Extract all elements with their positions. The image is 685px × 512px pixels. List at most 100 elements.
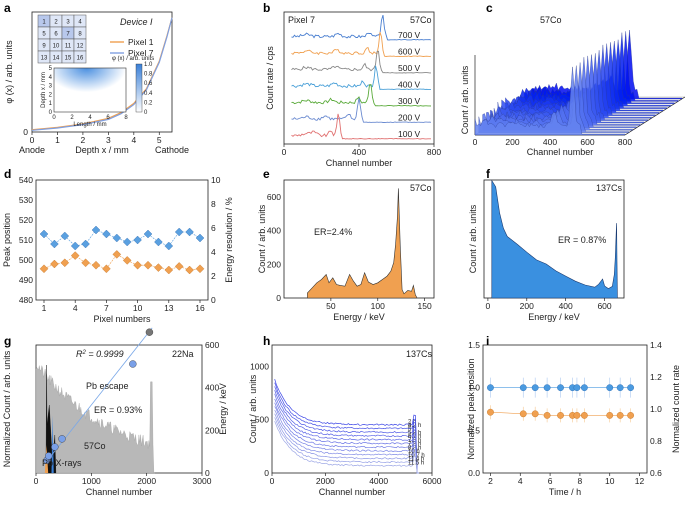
panel-a-title: Device I [120, 17, 153, 27]
panel-a-xtick: 4 [131, 135, 136, 145]
peak-position-marker [606, 384, 614, 392]
pixel-number: 4 [78, 20, 82, 26]
na-spectrum-area [35, 365, 155, 474]
panel-c-letter: c [486, 1, 493, 15]
pixel-number: 3 [66, 20, 70, 26]
colorbar-tick: 0 [144, 110, 148, 116]
pixel-number: 8 [78, 32, 82, 38]
panel-d-ytick-left: 500 [19, 255, 33, 265]
panel-a-xtick: 2 [81, 135, 86, 145]
panel-d-ytick-left: 490 [19, 275, 33, 285]
panel-e-xtick: 100 [371, 301, 385, 311]
time-spectrum-line [274, 406, 419, 474]
spectrum-line [291, 65, 431, 91]
peak-position-marker [487, 384, 494, 392]
panel-i-xtick: 12 [635, 476, 645, 486]
panel-a-xlabel: Depth x / mm [75, 145, 129, 155]
pixel-number: 14 [53, 56, 60, 62]
panel-g-xtick: 0 [34, 476, 39, 486]
panel-g-ytick-right: 600 [205, 340, 219, 350]
panel-g-ylabel: Normalized Count / arb. units [2, 350, 12, 467]
peak-position-marker [154, 237, 163, 247]
panel-h-ytick: 1000 [250, 361, 269, 371]
time-spectrum-line [274, 402, 419, 474]
time-spectrum-line [274, 413, 419, 474]
inset-ytick: 0 [49, 110, 53, 116]
panel-d-xtick: 7 [104, 303, 109, 313]
panel-a-ytick: 0 [23, 127, 28, 137]
pixel-number: 2 [54, 20, 58, 26]
pixel-number: 10 [53, 44, 60, 50]
pixel-number: 7 [66, 32, 70, 38]
waterfall-spectrum [474, 66, 626, 136]
panel-b-letter: b [263, 1, 270, 15]
energy-resolution-marker [164, 265, 174, 275]
energy-resolution-marker [185, 265, 194, 275]
panel-i-ytick-left: 1.5 [468, 340, 480, 350]
panel-d-xtick: 10 [133, 303, 143, 313]
count-rate-marker [557, 411, 564, 419]
panel-b-xlabel: Channel number [326, 158, 393, 168]
panel-e-xlabel: Energy / keV [333, 312, 385, 322]
panel-d-ytick-right: 2 [211, 271, 216, 281]
panel-e-ylabel: Count / arb. units [257, 204, 267, 273]
panel-d-ytick-left: 510 [19, 235, 33, 245]
inset-ytick: 5 [49, 66, 53, 72]
peak-position-marker [102, 229, 111, 239]
panel-i-frame [482, 344, 648, 474]
voltage-label: 500 V [398, 63, 421, 73]
calibration-point [45, 452, 53, 460]
inset-ylabel: Depth x / mm [41, 72, 47, 108]
panel-h-source: 137Cs [406, 349, 433, 359]
pb-xrays-label: Pb X-rays [42, 458, 82, 468]
panel-d-frame [35, 179, 209, 301]
panel-f-annotation: ER = 0.87% [558, 235, 606, 245]
count-rate-marker [519, 410, 527, 418]
panel-f-xtick: 0 [486, 301, 491, 311]
panel-d-ytick-right: 6 [211, 223, 216, 233]
panel-f-xlabel: Energy / keV [528, 312, 580, 322]
count-rate-marker [606, 411, 614, 419]
panel-b-xtick: 0 [282, 147, 287, 157]
count-rate-marker [627, 411, 634, 419]
count-rate-marker [487, 408, 494, 416]
panel-f-xtick: 200 [520, 301, 534, 311]
peak-position-marker [519, 384, 527, 392]
panel-f-xtick: 400 [559, 301, 573, 311]
panel-g-ylabel-right: Energy / keV [218, 383, 228, 435]
panel-g-ytick-right: 400 [205, 383, 219, 393]
peak-position-marker [81, 239, 90, 249]
time-spectrum-line [274, 393, 419, 474]
pixel-number: 12 [77, 44, 84, 50]
calibration-point [129, 360, 137, 368]
panel-i-ytick-right: 1.0 [650, 404, 662, 414]
anode-label: Anode [19, 145, 45, 155]
panel-a-ylabel: φ (x) / arb. units [4, 40, 14, 104]
pixel-cell [73, 50, 87, 64]
energy-resolution-marker [81, 258, 90, 268]
energy-resolution-marker [112, 250, 122, 259]
spectrum-line [291, 98, 432, 123]
panel-d-xtick: 4 [73, 303, 78, 313]
time-spectrum-line [274, 379, 419, 474]
energy-resolution-marker [133, 260, 142, 270]
panel-f-ylabel: Count / arb. units [468, 204, 478, 273]
panel-h-ylabel: Count / arb. units [248, 374, 258, 443]
panel-b-subtitle: Pixel 7 [288, 15, 315, 25]
panel-i-ytick-left: 0.5 [468, 425, 480, 435]
panel-d-ytick-right: 10 [211, 175, 221, 185]
panel-c-xtick: 600 [580, 137, 594, 147]
panel-h-frame [271, 344, 433, 474]
panel-d-xtick: 16 [195, 303, 205, 313]
panel-i-xtick: 10 [605, 476, 615, 486]
panel-d-ytick-right: 0 [211, 295, 216, 305]
panel-i-ytick-left: 0.0 [468, 468, 480, 478]
spectrum-line [291, 84, 432, 107]
spectrum-line [291, 14, 432, 41]
time-label: 7.8 h [408, 442, 421, 448]
inset-xtick: 4 [88, 115, 92, 121]
panel-i-ytick-right: 1.4 [650, 340, 662, 350]
co-peak-area [51, 415, 54, 473]
peak-position-marker [122, 237, 132, 247]
panel-g-xlabel: Channel number [86, 487, 153, 497]
